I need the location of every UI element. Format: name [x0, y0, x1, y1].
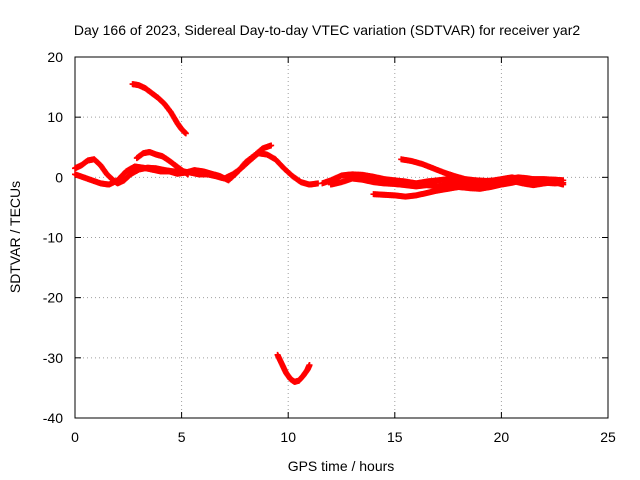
x-tick-label: 0: [71, 429, 79, 445]
x-tick-label: 10: [280, 429, 296, 445]
x-tick-label: 15: [387, 429, 403, 445]
y-tick-label: 0: [55, 169, 63, 185]
y-axis-label: SDTVAR / TECUs: [7, 181, 23, 293]
data-point: [268, 142, 275, 149]
x-tick-label: 20: [494, 429, 510, 445]
data-points: [72, 81, 567, 385]
data-point: [558, 177, 565, 184]
x-tick-label: 5: [178, 429, 186, 445]
data-point: [182, 130, 189, 137]
y-tick-label: 10: [47, 109, 63, 125]
x-axis-label: GPS time / hours: [288, 458, 395, 474]
data-point: [306, 362, 313, 369]
chart-title: Day 166 of 2023, Sidereal Day-to-day VTE…: [74, 22, 580, 38]
series-arc-3: [133, 149, 191, 178]
y-tick-label: 20: [47, 49, 63, 65]
y-tick-label: -40: [43, 410, 63, 426]
data-point: [184, 171, 191, 178]
series-arc-5: [274, 351, 313, 385]
y-tick-label: -30: [43, 350, 63, 366]
y-tick-label: -10: [43, 230, 63, 246]
series-arc-9: [398, 156, 565, 184]
y-tick-label: -20: [43, 290, 63, 306]
x-tick-label: 25: [600, 429, 616, 445]
axis-ticks: 0 5 10 15 20 25 -40 -30 -20 -10 0 10 20: [43, 49, 616, 445]
series-arc-4: [129, 81, 189, 137]
